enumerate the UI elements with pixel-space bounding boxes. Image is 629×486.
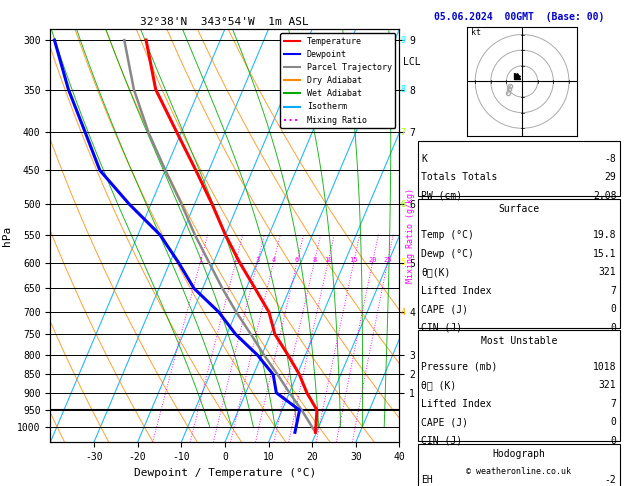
Text: 4: 4 (401, 308, 406, 316)
Text: CAPE (J): CAPE (J) (421, 417, 469, 427)
Text: Temp (°C): Temp (°C) (421, 230, 474, 240)
Text: 7: 7 (401, 128, 406, 137)
Text: 7: 7 (611, 399, 616, 409)
Text: 9: 9 (401, 35, 406, 45)
Text: Hodograph: Hodograph (493, 449, 545, 459)
Text: PW (cm): PW (cm) (421, 191, 462, 201)
Legend: Temperature, Dewpoint, Parcel Trajectory, Dry Adiabat, Wet Adiabat, Isotherm, Mi: Temperature, Dewpoint, Parcel Trajectory… (281, 34, 395, 128)
Text: 2.08: 2.08 (593, 191, 616, 201)
Text: θᴄ (K): θᴄ (K) (421, 381, 457, 390)
Text: Lifted Index: Lifted Index (421, 399, 492, 409)
Text: © weatheronline.co.uk: © weatheronline.co.uk (467, 467, 571, 476)
Text: 8: 8 (312, 257, 316, 262)
Text: Lifted Index: Lifted Index (421, 286, 492, 295)
Text: -8: -8 (604, 154, 616, 164)
Y-axis label: km
ASL: km ASL (418, 227, 440, 244)
Text: 6: 6 (295, 257, 299, 262)
Text: K: K (421, 154, 427, 164)
Text: 8: 8 (401, 85, 406, 94)
Text: kt: kt (470, 28, 481, 36)
Text: 3: 3 (255, 257, 260, 262)
Text: Dewp (°C): Dewp (°C) (421, 249, 474, 259)
Text: CIN (J): CIN (J) (421, 323, 462, 332)
Text: Totals Totals: Totals Totals (421, 173, 498, 182)
Text: 0: 0 (611, 436, 616, 446)
Text: CAPE (J): CAPE (J) (421, 304, 469, 314)
Text: 1018: 1018 (593, 362, 616, 372)
Text: 15: 15 (350, 257, 358, 262)
Y-axis label: hPa: hPa (1, 226, 11, 246)
Text: Surface: Surface (498, 204, 540, 214)
Text: 7: 7 (611, 286, 616, 295)
X-axis label: Dewpoint / Temperature (°C): Dewpoint / Temperature (°C) (134, 468, 316, 478)
Text: EH: EH (421, 475, 433, 485)
Text: 0: 0 (611, 304, 616, 314)
Text: 29: 29 (604, 173, 616, 182)
Text: 0: 0 (611, 323, 616, 332)
Text: 20: 20 (369, 257, 377, 262)
Text: 1: 1 (198, 257, 203, 262)
Text: 5: 5 (401, 258, 406, 267)
Text: 2: 2 (233, 257, 238, 262)
Text: 15.1: 15.1 (593, 249, 616, 259)
Text: 10: 10 (324, 257, 332, 262)
Text: CIN (J): CIN (J) (421, 436, 462, 446)
Text: 19.8: 19.8 (593, 230, 616, 240)
Text: 6: 6 (401, 200, 406, 208)
Text: θᴄ(K): θᴄ(K) (421, 267, 451, 277)
Text: LCL: LCL (403, 57, 421, 67)
Text: 0: 0 (611, 417, 616, 427)
Title: 32°38'N  343°54'W  1m ASL: 32°38'N 343°54'W 1m ASL (140, 17, 309, 27)
Text: -2: -2 (604, 475, 616, 485)
Text: Pressure (mb): Pressure (mb) (421, 362, 498, 372)
Text: 25: 25 (383, 257, 392, 262)
Text: 05.06.2024  00GMT  (Base: 00): 05.06.2024 00GMT (Base: 00) (434, 12, 604, 22)
Text: 321: 321 (599, 267, 616, 277)
Text: Most Unstable: Most Unstable (481, 336, 557, 346)
Text: Mixing Ratio (g/kg): Mixing Ratio (g/kg) (406, 188, 415, 283)
Text: 321: 321 (599, 381, 616, 390)
Text: 4: 4 (271, 257, 276, 262)
